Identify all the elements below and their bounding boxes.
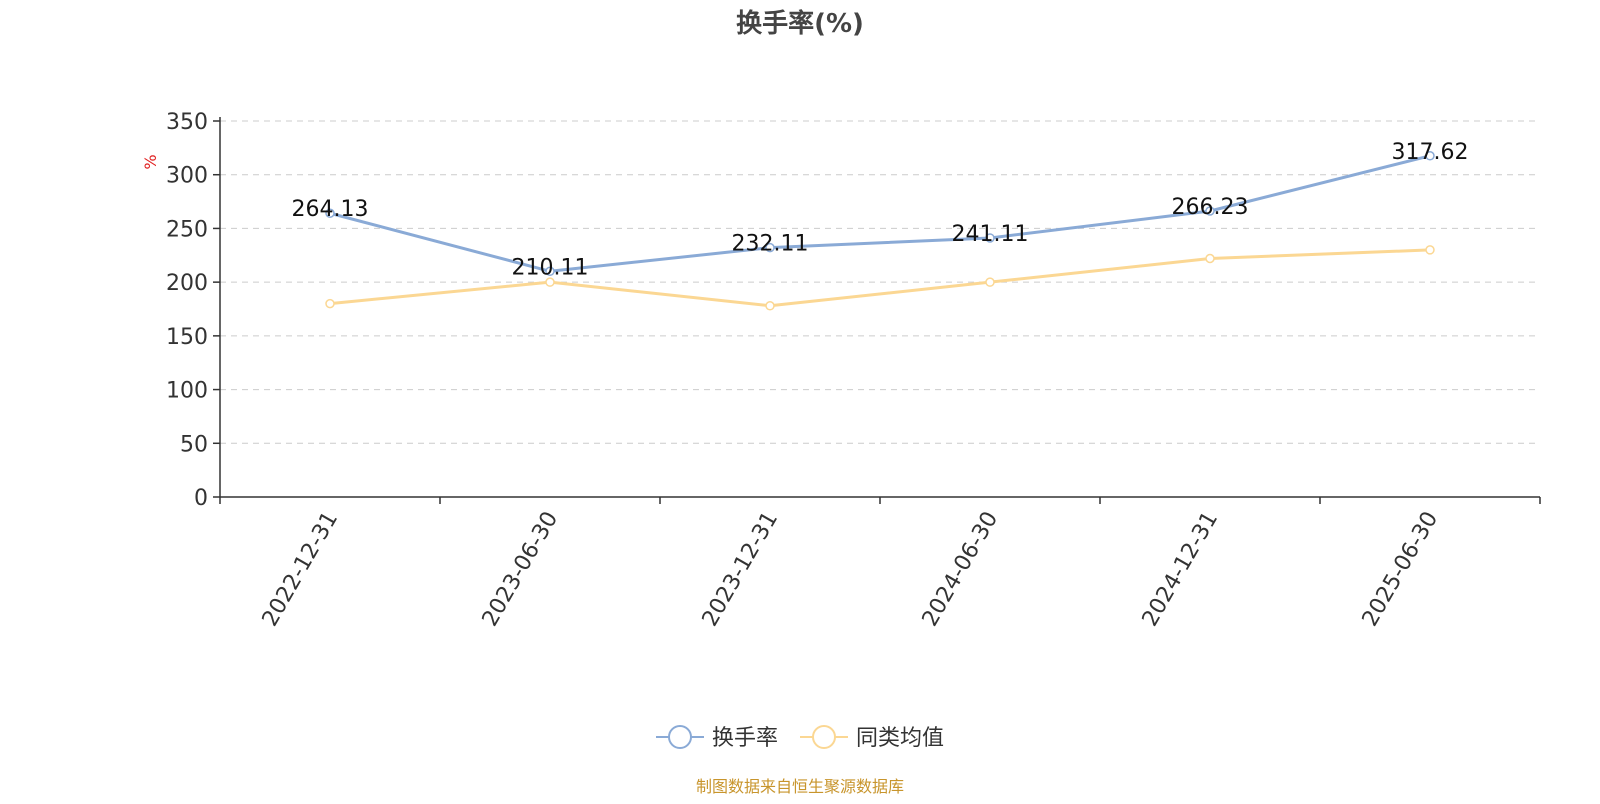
grid-lines: [220, 120, 1540, 444]
legend-icon-circle: [812, 725, 836, 749]
y-tick-label: 300: [166, 164, 208, 189]
source-note: 制图数据来自恒生聚源数据库: [696, 777, 904, 796]
data-point-series-0: [1205, 206, 1215, 216]
data-point-series-1: [1425, 245, 1435, 255]
legend-item-1[interactable]: 同类均值: [800, 725, 944, 751]
data-point-series-0: [325, 208, 335, 218]
data-point-series-0: [765, 242, 775, 253]
data-point-series-1: [325, 298, 335, 309]
data-point-series-0: [545, 266, 555, 277]
legend[interactable]: 换手率 同类均值: [656, 725, 944, 751]
chart-title: 换手率(%): [736, 8, 864, 39]
series-line-1: [329, 248, 1431, 308]
legend-icon-circle: [668, 725, 692, 749]
axes: 0 50 100 150 200 250 300 350 2022-12-31 2023-06-3…: [166, 110, 1541, 631]
y-tick-label: 50: [180, 432, 208, 457]
series-lines: [325, 151, 1435, 311]
x-tick-label: 2024-12-31: [1138, 508, 1224, 631]
data-label: 266.23: [1172, 195, 1249, 220]
data-point-series-0: [1425, 151, 1435, 161]
data-point-series-1: [1205, 253, 1215, 264]
y-tick-label: 0: [194, 486, 208, 511]
data-label: 210.11: [512, 255, 589, 280]
legend-label: 同类均值: [856, 726, 944, 751]
series-line-0: [329, 154, 1431, 273]
data-point-series-1: [985, 277, 995, 287]
x-tick-label: 2023-06-30: [478, 508, 564, 631]
y-tick-label: 200: [166, 271, 208, 296]
y-tick-label: 350: [166, 110, 208, 135]
data-point-series-0: [985, 233, 995, 243]
data-point-series-1: [765, 301, 775, 311]
x-tick-label: 2023-12-31: [698, 508, 784, 631]
legend-label: 换手率: [712, 726, 778, 751]
legend-item-0[interactable]: 换手率: [656, 725, 778, 751]
data-label: 264.13: [292, 197, 369, 222]
y-tick-label: 100: [166, 379, 208, 404]
data-label: 317.62: [1392, 140, 1469, 165]
data-labels: 264.13 210.11 232.11 241.11 266.23 317.62: [292, 140, 1469, 280]
x-tick-label: 2025-06-30: [1358, 508, 1444, 631]
y-tick-label: 150: [166, 325, 208, 350]
y-axis-label: %: [141, 154, 160, 169]
data-label: 232.11: [732, 232, 809, 257]
y-tick-label: 250: [166, 217, 208, 242]
x-tick-label: 2022-12-31: [258, 508, 344, 631]
data-label: 241.11: [952, 222, 1029, 247]
data-point-series-1: [545, 277, 555, 287]
x-tick-label: 2024-06-30: [918, 508, 1004, 631]
